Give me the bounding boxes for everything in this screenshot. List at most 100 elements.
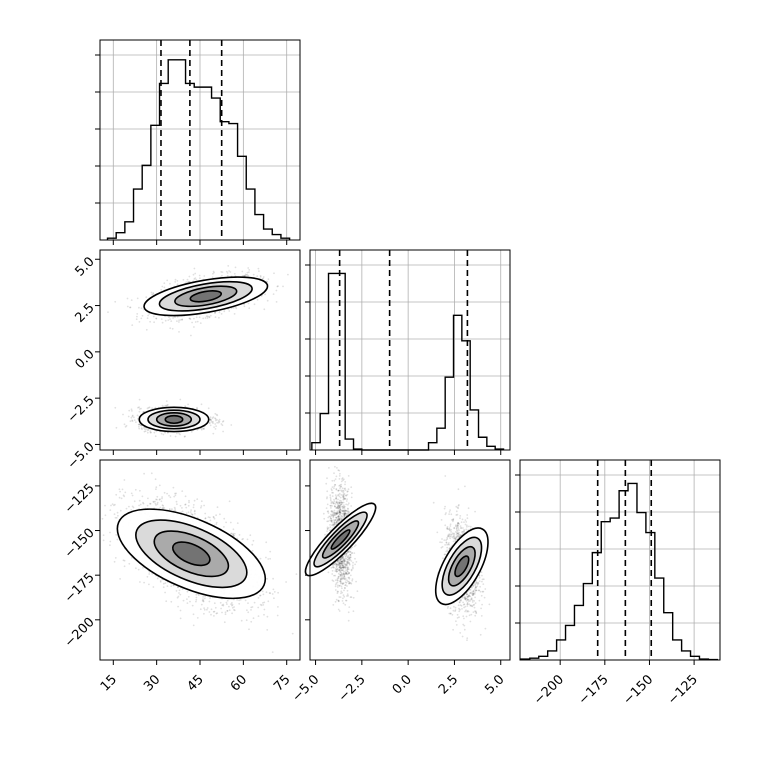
sample-point — [252, 273, 255, 276]
sample-point — [192, 624, 195, 627]
sample-point — [257, 615, 260, 617]
sample-point — [257, 267, 260, 270]
sample-point — [202, 598, 204, 601]
sample-point — [125, 507, 128, 510]
sample-point — [181, 318, 184, 321]
sample-point — [263, 608, 266, 611]
sample-point — [138, 406, 141, 409]
sample-point — [210, 418, 212, 421]
sample-point — [202, 596, 205, 598]
sample-point — [126, 297, 129, 300]
sample-point — [188, 317, 191, 320]
sample-point — [139, 424, 142, 426]
sample-point — [138, 398, 141, 401]
sample-point — [160, 432, 163, 435]
sample-point — [196, 320, 199, 323]
sample-point — [257, 606, 260, 609]
sample-point — [152, 315, 155, 318]
sample-point — [204, 317, 207, 319]
sample-point — [209, 519, 212, 522]
sample-point — [151, 407, 154, 410]
sample-point — [158, 498, 161, 501]
sample-point — [185, 506, 188, 509]
sample-point — [209, 418, 211, 421]
sample-point — [267, 278, 270, 281]
sample-point — [155, 317, 158, 320]
sample-point — [209, 314, 212, 317]
sample-point — [119, 509, 122, 512]
sample-point — [155, 498, 157, 501]
sample-point — [140, 407, 142, 410]
sample-point — [174, 281, 177, 283]
sample-point — [233, 272, 236, 275]
sample-point — [163, 507, 166, 509]
sample-point — [165, 404, 168, 407]
sample-point — [182, 278, 185, 281]
sample-point — [230, 424, 233, 426]
histogram-panel-1 — [95, 40, 300, 245]
sample-point — [215, 514, 218, 517]
sample-point — [212, 422, 214, 424]
sample-point — [116, 538, 119, 541]
sample-point — [215, 523, 218, 525]
sample-point — [259, 274, 262, 277]
sample-point — [244, 599, 247, 602]
sample-point — [244, 275, 247, 277]
sample-point — [173, 506, 176, 509]
sample-point — [198, 316, 201, 319]
sample-point — [193, 499, 196, 502]
sample-point — [145, 328, 148, 331]
sample-point — [193, 278, 196, 280]
sample-point — [263, 308, 266, 311]
sample-point — [196, 406, 198, 409]
sample-point — [203, 608, 206, 611]
sample-point — [238, 599, 241, 602]
sample-point — [245, 619, 248, 622]
sample-point — [146, 504, 149, 507]
sample-point — [226, 599, 229, 602]
sample-point — [247, 611, 250, 614]
sample-point — [172, 486, 175, 489]
sample-point — [176, 280, 179, 282]
sample-point — [146, 429, 149, 432]
sample-point — [271, 651, 274, 653]
sample-point — [149, 430, 152, 433]
sample-point — [104, 514, 107, 517]
sample-point — [228, 270, 231, 272]
sample-point — [190, 430, 193, 433]
sample-point — [128, 562, 131, 565]
sample-point — [187, 403, 190, 406]
sample-point — [133, 416, 135, 419]
sample-point — [147, 406, 150, 409]
sample-point — [252, 617, 255, 620]
sample-point — [225, 521, 228, 524]
sample-point — [196, 498, 199, 500]
sample-point — [179, 433, 182, 436]
sample-point — [265, 556, 267, 559]
sample-point — [109, 540, 112, 543]
sample-point — [203, 428, 206, 430]
sample-point — [212, 416, 215, 419]
sample-point — [158, 484, 161, 487]
sample-point — [149, 320, 152, 323]
sample-point — [214, 606, 217, 609]
sample-point — [169, 318, 171, 320]
sample-point — [233, 532, 236, 535]
sample-point — [186, 278, 189, 281]
sample-point — [148, 583, 150, 586]
sample-point — [140, 427, 143, 430]
sample-point — [214, 312, 216, 314]
sample-point — [206, 315, 209, 318]
sample-point — [178, 331, 180, 333]
sample-point — [216, 419, 218, 421]
sample-point — [136, 297, 139, 300]
sample-point — [109, 509, 112, 511]
sample-point — [231, 606, 234, 609]
sample-point — [214, 418, 217, 420]
sample-point — [221, 424, 224, 427]
sample-point — [149, 431, 152, 434]
sample-point — [212, 272, 214, 275]
sample-point — [182, 599, 185, 602]
sample-point — [208, 422, 211, 424]
sample-point — [174, 435, 177, 438]
